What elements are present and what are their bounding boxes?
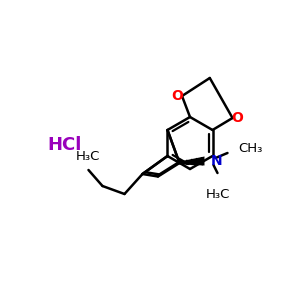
Text: CH₃: CH₃ xyxy=(238,142,263,155)
Polygon shape xyxy=(179,157,205,166)
Text: H₃C: H₃C xyxy=(205,188,230,201)
Text: O: O xyxy=(171,89,183,103)
Text: HCl: HCl xyxy=(48,136,82,154)
Text: N: N xyxy=(211,154,222,168)
Text: O: O xyxy=(232,111,244,125)
Text: H₃C: H₃C xyxy=(75,150,100,163)
